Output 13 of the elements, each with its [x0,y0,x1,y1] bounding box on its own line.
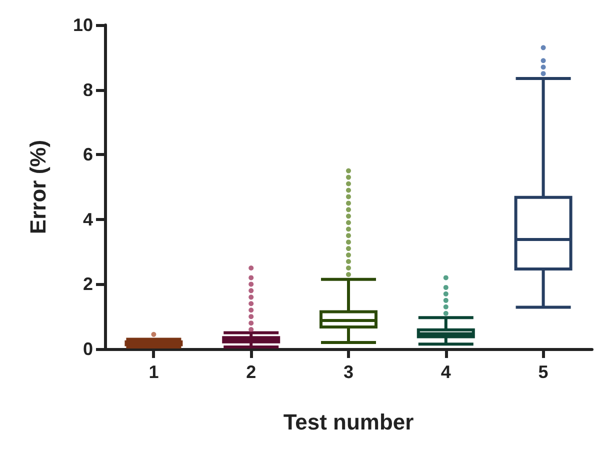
y-tick-label: 10 [72,15,93,35]
y-tick-label: 8 [82,80,93,100]
x-tick-label: 5 [538,362,548,382]
x-axis-title: Test number [283,410,414,434]
y-axis-title: Error (%) [26,140,50,234]
y-tick-label: 4 [82,209,93,230]
x-tick-label: 4 [440,362,451,382]
x-tick-label: 1 [148,362,159,382]
x-tick-label: 3 [343,362,354,382]
y-tick-label: 0 [82,339,93,359]
y-tick-label: 6 [82,144,93,165]
y-tick-label: 2 [82,274,93,294]
x-tick-label: 2 [246,362,256,382]
